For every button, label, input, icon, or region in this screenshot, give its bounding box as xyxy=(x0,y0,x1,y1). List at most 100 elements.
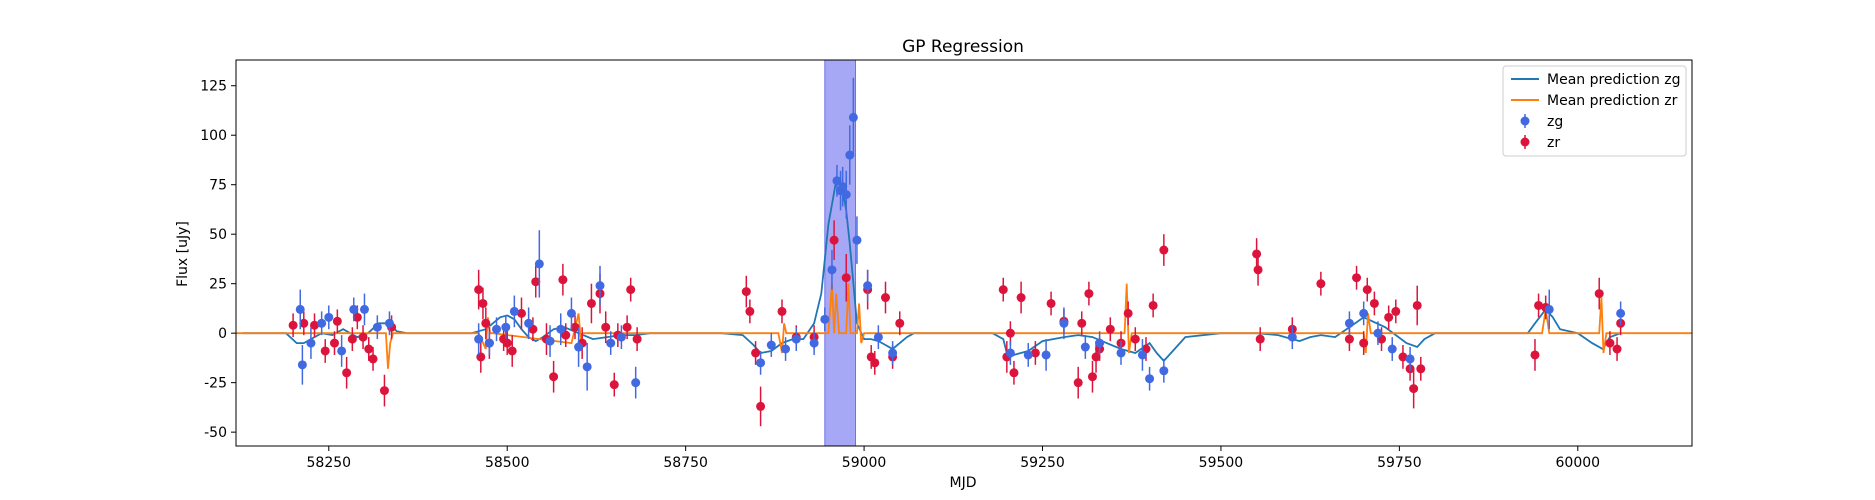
data-point-zr xyxy=(1362,285,1372,295)
data-point-zg xyxy=(1005,348,1015,358)
data-point-zg xyxy=(1359,308,1369,318)
data-point-zr xyxy=(368,354,378,364)
data-point-zr xyxy=(745,306,755,316)
x-tick-label: 58250 xyxy=(307,455,352,471)
data-point-zg xyxy=(534,259,544,269)
series-line-zg xyxy=(243,181,1621,363)
data-point-zr xyxy=(586,298,596,308)
data-point-zg xyxy=(372,322,382,332)
data-point-zg xyxy=(756,358,766,368)
data-point-zg xyxy=(1041,350,1051,360)
data-point-zg xyxy=(484,338,494,348)
x-axis-label: MJD xyxy=(950,475,977,491)
data-point-zr xyxy=(1077,318,1087,328)
data-point-zr xyxy=(1391,306,1401,316)
data-point-zg xyxy=(616,332,626,342)
data-point-zg xyxy=(1387,344,1397,354)
data-point-zr xyxy=(1352,273,1362,283)
data-point-zr xyxy=(507,346,517,356)
legend-label-zg: zg xyxy=(1547,114,1563,130)
data-point-zr xyxy=(561,330,571,340)
data-point-zr xyxy=(1594,289,1604,299)
data-point-zg xyxy=(1616,308,1626,318)
data-point-zg xyxy=(297,360,307,370)
data-point-zr xyxy=(601,322,611,332)
data-point-zg xyxy=(1405,354,1415,364)
data-point-zg xyxy=(838,182,848,192)
x-tick-label: 59500 xyxy=(1199,455,1244,471)
x-tick-label: 60000 xyxy=(1556,455,1601,471)
data-point-zr xyxy=(379,386,389,396)
data-point-zg xyxy=(1116,348,1126,358)
y-tick-label: -50 xyxy=(204,425,227,441)
data-point-zg xyxy=(845,150,855,160)
data-point-zr xyxy=(626,285,636,295)
data-point-zr xyxy=(1534,300,1544,310)
data-point-zr xyxy=(474,285,484,295)
data-point-zg xyxy=(1159,366,1169,376)
x-tick-label: 58500 xyxy=(485,455,530,471)
legend-box xyxy=(1502,65,1687,157)
data-point-zr xyxy=(502,338,512,348)
data-point-zr xyxy=(632,334,642,344)
data-point-zg xyxy=(545,336,555,346)
data-point-zr xyxy=(1016,293,1026,303)
data-point-zg xyxy=(1344,318,1354,328)
data-point-zg xyxy=(1287,332,1297,342)
data-point-zg xyxy=(1059,318,1069,328)
y-tick-label: 50 xyxy=(209,227,227,243)
data-point-zg xyxy=(1373,328,1383,338)
data-point-zr xyxy=(347,334,357,344)
data-point-zg xyxy=(848,112,858,122)
data-point-zr xyxy=(1255,334,1265,344)
data-point-zg xyxy=(295,304,305,314)
legend-swatch-zg xyxy=(1520,116,1530,126)
data-point-zr xyxy=(332,316,342,326)
data-point-zg xyxy=(595,281,605,291)
data-point-zg xyxy=(566,308,576,318)
data-point-zg xyxy=(574,342,584,352)
data-point-zr xyxy=(1384,312,1394,322)
data-point-zr xyxy=(364,344,374,354)
series-line-zr xyxy=(236,283,1692,369)
data-point-zr xyxy=(1605,338,1615,348)
data-point-zr xyxy=(558,275,568,285)
data-point-zr xyxy=(320,346,330,356)
data-point-zr xyxy=(1073,378,1083,388)
data-point-zg xyxy=(631,378,641,388)
data-point-zg xyxy=(317,318,327,328)
data-point-zg xyxy=(832,176,842,186)
data-point-zr xyxy=(1252,249,1262,259)
y-tick-label: 0 xyxy=(218,326,227,342)
series-layer xyxy=(236,77,1692,427)
data-point-zr xyxy=(342,368,352,378)
data-point-zr xyxy=(777,306,787,316)
data-point-zr xyxy=(476,352,486,362)
data-point-zg xyxy=(492,324,502,334)
data-point-zg xyxy=(781,344,791,354)
data-point-zr xyxy=(1159,245,1169,255)
data-point-zg xyxy=(384,318,394,328)
data-point-zr xyxy=(531,277,541,287)
data-point-zg xyxy=(1544,304,1554,314)
y-tick-label: -25 xyxy=(204,376,227,392)
legend-label-mean-prediction-zr: Mean prediction zr xyxy=(1547,93,1678,109)
data-point-zr xyxy=(756,401,766,411)
data-point-zg xyxy=(359,304,369,314)
data-point-zr xyxy=(1253,265,1263,275)
data-point-zg xyxy=(888,348,898,358)
data-point-zg xyxy=(501,322,511,332)
data-point-zg xyxy=(863,281,873,291)
data-point-zg xyxy=(852,235,862,245)
data-point-zr xyxy=(478,298,488,308)
data-point-zg xyxy=(1137,350,1147,360)
x-tick-label: 59750 xyxy=(1377,455,1422,471)
chart-title: GP Regression xyxy=(902,37,1024,57)
data-point-zr xyxy=(1009,368,1019,378)
data-point-zg xyxy=(324,312,334,322)
data-point-zg xyxy=(474,334,484,344)
data-point-zg xyxy=(873,332,883,342)
data-point-zr xyxy=(1148,300,1158,310)
data-point-zg xyxy=(509,306,519,316)
plot-area: 58250 58500 58750 59000 59250 59500 59750 60000… xyxy=(200,59,1693,471)
